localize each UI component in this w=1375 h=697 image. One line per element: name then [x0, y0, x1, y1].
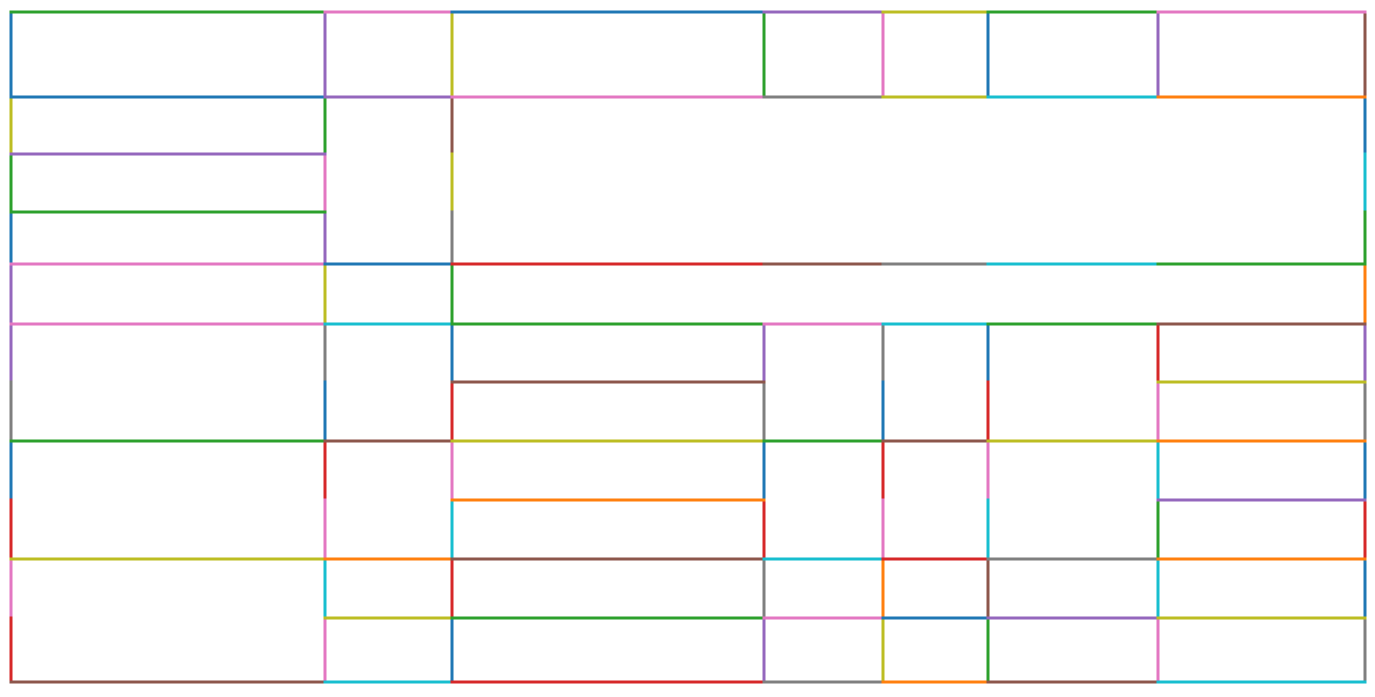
figure-canvas: [9, 10, 1367, 684]
mosaic-grid-figure: [9, 10, 1367, 684]
